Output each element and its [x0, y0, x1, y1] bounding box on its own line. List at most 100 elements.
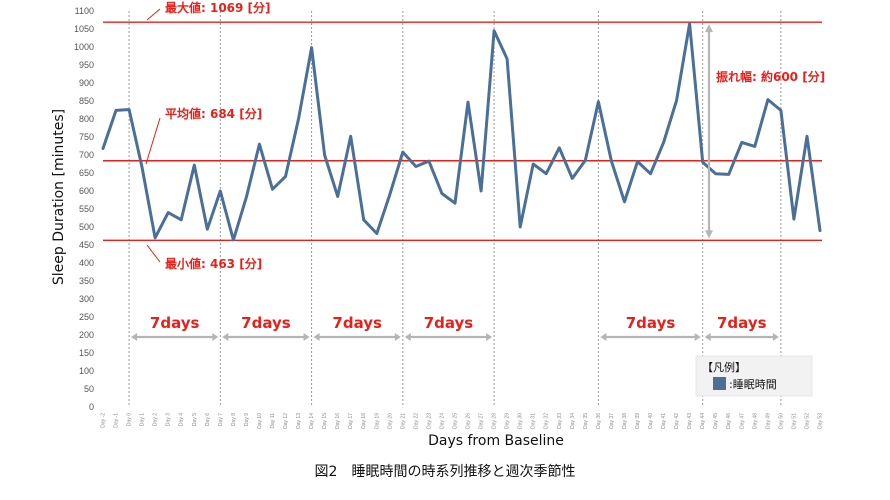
y-tick-label: 300	[79, 294, 94, 304]
x-tick-label: Day 24	[439, 413, 445, 429]
amplitude-label: 振れ幅: 約600 [分]	[716, 69, 825, 84]
week-span-arrowhead-left	[600, 333, 607, 341]
amplitude-arrowhead-bottom	[705, 230, 713, 239]
x-tick-label: Day 50	[778, 413, 784, 429]
x-tick-label: Day 49	[765, 413, 771, 429]
x-tick-label: Day 44	[700, 413, 706, 429]
y-tick-label: 750	[79, 132, 94, 142]
y-tick-label: 500	[79, 222, 94, 232]
x-tick-label: Day 0	[127, 413, 133, 426]
y-tick-label: 200	[79, 330, 94, 340]
x-tick-label: Day 53	[818, 413, 824, 429]
reference-label: 最大値: 1069 [分]	[165, 0, 271, 15]
week-span-arrowhead-right	[212, 333, 219, 341]
y-tick-label: 100	[79, 366, 94, 376]
y-tick-label: 50	[84, 384, 94, 394]
x-tick-label: Day 48	[752, 413, 758, 429]
x-tick-label: Day 8	[231, 413, 237, 426]
x-tick-label: Day 42	[674, 413, 680, 429]
x-tick-label: Day 18	[361, 413, 367, 429]
x-tick-label: Day 5	[192, 413, 198, 426]
week-span-arrowhead-right	[303, 333, 310, 341]
x-tick-label: Day 10	[257, 413, 263, 429]
x-tick-label: Day 33	[557, 413, 563, 429]
y-tick-label: 700	[79, 150, 94, 160]
y-tick-label: 800	[79, 114, 94, 124]
week-span-arrowhead-left	[131, 333, 138, 341]
x-tick-label: Day 6	[205, 413, 211, 426]
x-tick-label: Day 35	[583, 413, 589, 429]
y-tick-label: 0	[89, 402, 94, 412]
week-span-arrowhead-left	[404, 333, 411, 341]
x-tick-label: Day 22	[413, 413, 419, 429]
x-tick-label: Day 36	[596, 413, 602, 429]
x-tick-label: Day 51	[791, 413, 797, 429]
week-span-arrowhead-right	[486, 333, 493, 341]
y-tick-label: 1000	[74, 42, 94, 52]
x-tick-label: Day 47	[739, 413, 745, 429]
x-tick-label: Day 25	[452, 413, 458, 429]
y-tick-label: 400	[79, 258, 94, 268]
reference-label: 最小値: 463 [分]	[165, 256, 262, 271]
x-tick-label: Day 30	[518, 413, 524, 429]
series-line	[101, 22, 822, 242]
x-tick-label: Day 27	[479, 413, 485, 429]
reference-leader-line	[145, 117, 161, 165]
x-tick-label: Day 17	[348, 413, 354, 429]
week-span-label: 7days	[424, 314, 474, 332]
x-tick-label: Day 41	[661, 413, 667, 429]
week-span-label: 7days	[717, 314, 767, 332]
x-tick-label: Day 9	[244, 413, 250, 426]
x-tick-label: Day 43	[687, 413, 693, 429]
legend-swatch	[713, 377, 726, 390]
x-tick-label: Day 26	[466, 413, 472, 429]
x-tick-label: Day 16	[335, 413, 341, 429]
x-tick-label: Day 13	[296, 413, 302, 429]
week-divider-lines	[128, 11, 782, 407]
y-tick-label: 650	[79, 168, 94, 178]
x-tick-label: Day 40	[648, 413, 654, 429]
x-tick-label: Day 2	[153, 413, 159, 426]
x-tick-label: Day 31	[531, 413, 537, 429]
reference-leader-line	[146, 8, 161, 21]
x-tick-label: Day 39	[635, 413, 641, 429]
x-tick-label: Day 4	[179, 413, 185, 426]
y-tick-label: 150	[79, 348, 94, 358]
week-span-arrowhead-right	[694, 333, 701, 341]
y-axis-title: Sleep Duration [minutes]	[51, 109, 67, 285]
figure-caption: 図2 睡眠時間の時系列推移と週次季節性	[315, 463, 576, 480]
y-tick-label: 1100	[75, 6, 94, 16]
x-tick-label: Day 15	[322, 413, 328, 429]
week-span-arrowhead-left	[313, 333, 320, 341]
x-axis-ticks: Day -2 Day -1 Day 0 Day 1 Day 2 Day 3 Day 4 Day…	[101, 413, 824, 429]
x-tick-label: Day 1	[140, 413, 146, 426]
y-tick-label: 600	[79, 186, 94, 196]
x-tick-label: Day 46	[726, 413, 732, 429]
x-tick-label: Day 19	[374, 413, 380, 429]
reference-label: 平均値: 684 [分]	[165, 106, 262, 121]
week-span-arrowhead-left	[222, 333, 229, 341]
week-span-label: 7days	[332, 314, 382, 332]
week-span-label: 7days	[241, 314, 291, 332]
week-span-label: 7days	[626, 314, 676, 332]
y-tick-label: 1050	[74, 24, 94, 34]
series-layer	[101, 22, 822, 242]
y-tick-label: 450	[79, 240, 94, 250]
y-tick-label: 950	[79, 60, 94, 70]
y-tick-label: 850	[79, 96, 94, 106]
week-span-arrowhead-right	[772, 333, 779, 341]
x-tick-label: Day 7	[218, 413, 224, 426]
y-tick-label: 550	[79, 204, 94, 214]
week-span-arrows: 7days 7days 7days 7days 7days 7days	[131, 314, 779, 341]
x-axis-title: Days from Baseline	[428, 433, 564, 449]
x-tick-label: Day 37	[609, 413, 615, 429]
legend: 【凡例】 :睡眠時間	[695, 355, 813, 397]
x-tick-label: Day 21	[400, 413, 406, 429]
week-span-arrowhead-left	[704, 333, 711, 341]
x-tick-label: Day 45	[713, 413, 719, 429]
x-tick-label: Day 14	[309, 413, 315, 429]
x-tick-label: Day -2	[101, 413, 107, 428]
x-tick-label: Day 20	[387, 413, 393, 429]
y-tick-label: 350	[79, 276, 94, 286]
